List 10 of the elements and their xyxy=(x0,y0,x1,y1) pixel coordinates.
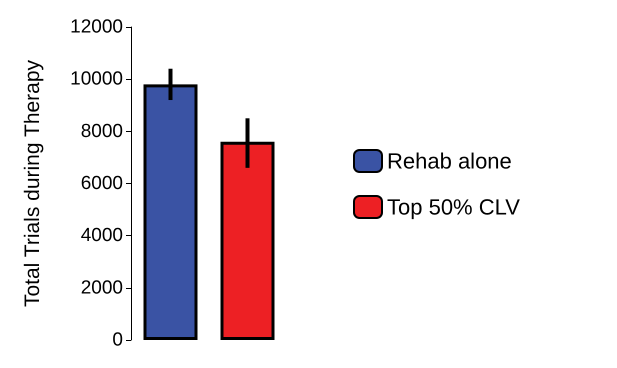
legend-label: Rehab alone xyxy=(387,148,512,174)
y-axis-title: Total Trials during Therapy xyxy=(21,59,44,308)
legend-label: Top 50% CLV xyxy=(387,194,520,220)
y-tick-label: 0 xyxy=(112,330,123,350)
y-tick-label: 8000 xyxy=(80,120,123,142)
y-tick-label: 2000 xyxy=(80,277,123,298)
y-tick-label: 12000 xyxy=(70,16,123,38)
y-tick-label: 10000 xyxy=(70,68,123,90)
y-tick-label: 4000 xyxy=(80,225,123,246)
y-tick-label: 6000 xyxy=(80,173,123,194)
